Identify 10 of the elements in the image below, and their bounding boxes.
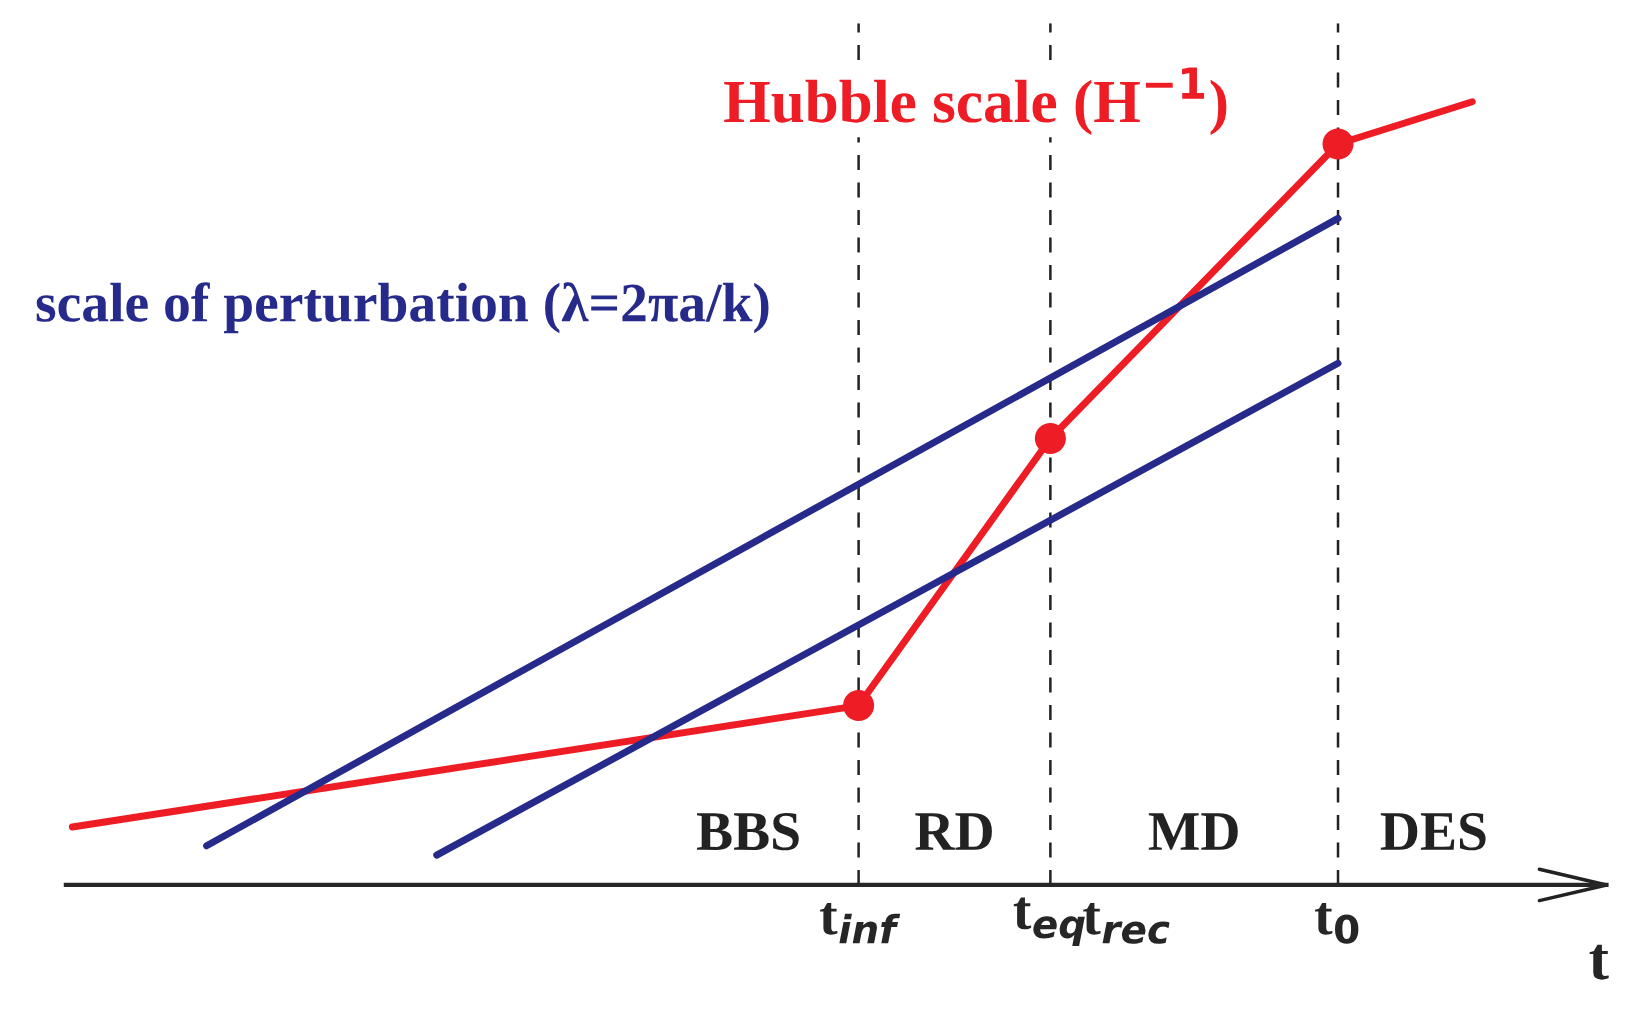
- annotation: DES: [1380, 812, 1486, 851]
- series-label: Hubble scale (H$^{−1}$): [724, 67, 1227, 136]
- x-axis-title: t: [1589, 944, 1609, 980]
- annotation: MD: [1148, 813, 1238, 850]
- x-tick-label: t$_{rec}$: [1083, 902, 1170, 944]
- x-tick-label: t$_{0}$: [1315, 902, 1359, 944]
- annotation: RD: [915, 813, 992, 850]
- annotation: BBS: [696, 812, 799, 851]
- text: scale of perturbation (λ=2πa/k): [36, 282, 769, 334]
- x-tick-label: t$_{inf}$: [820, 902, 901, 944]
